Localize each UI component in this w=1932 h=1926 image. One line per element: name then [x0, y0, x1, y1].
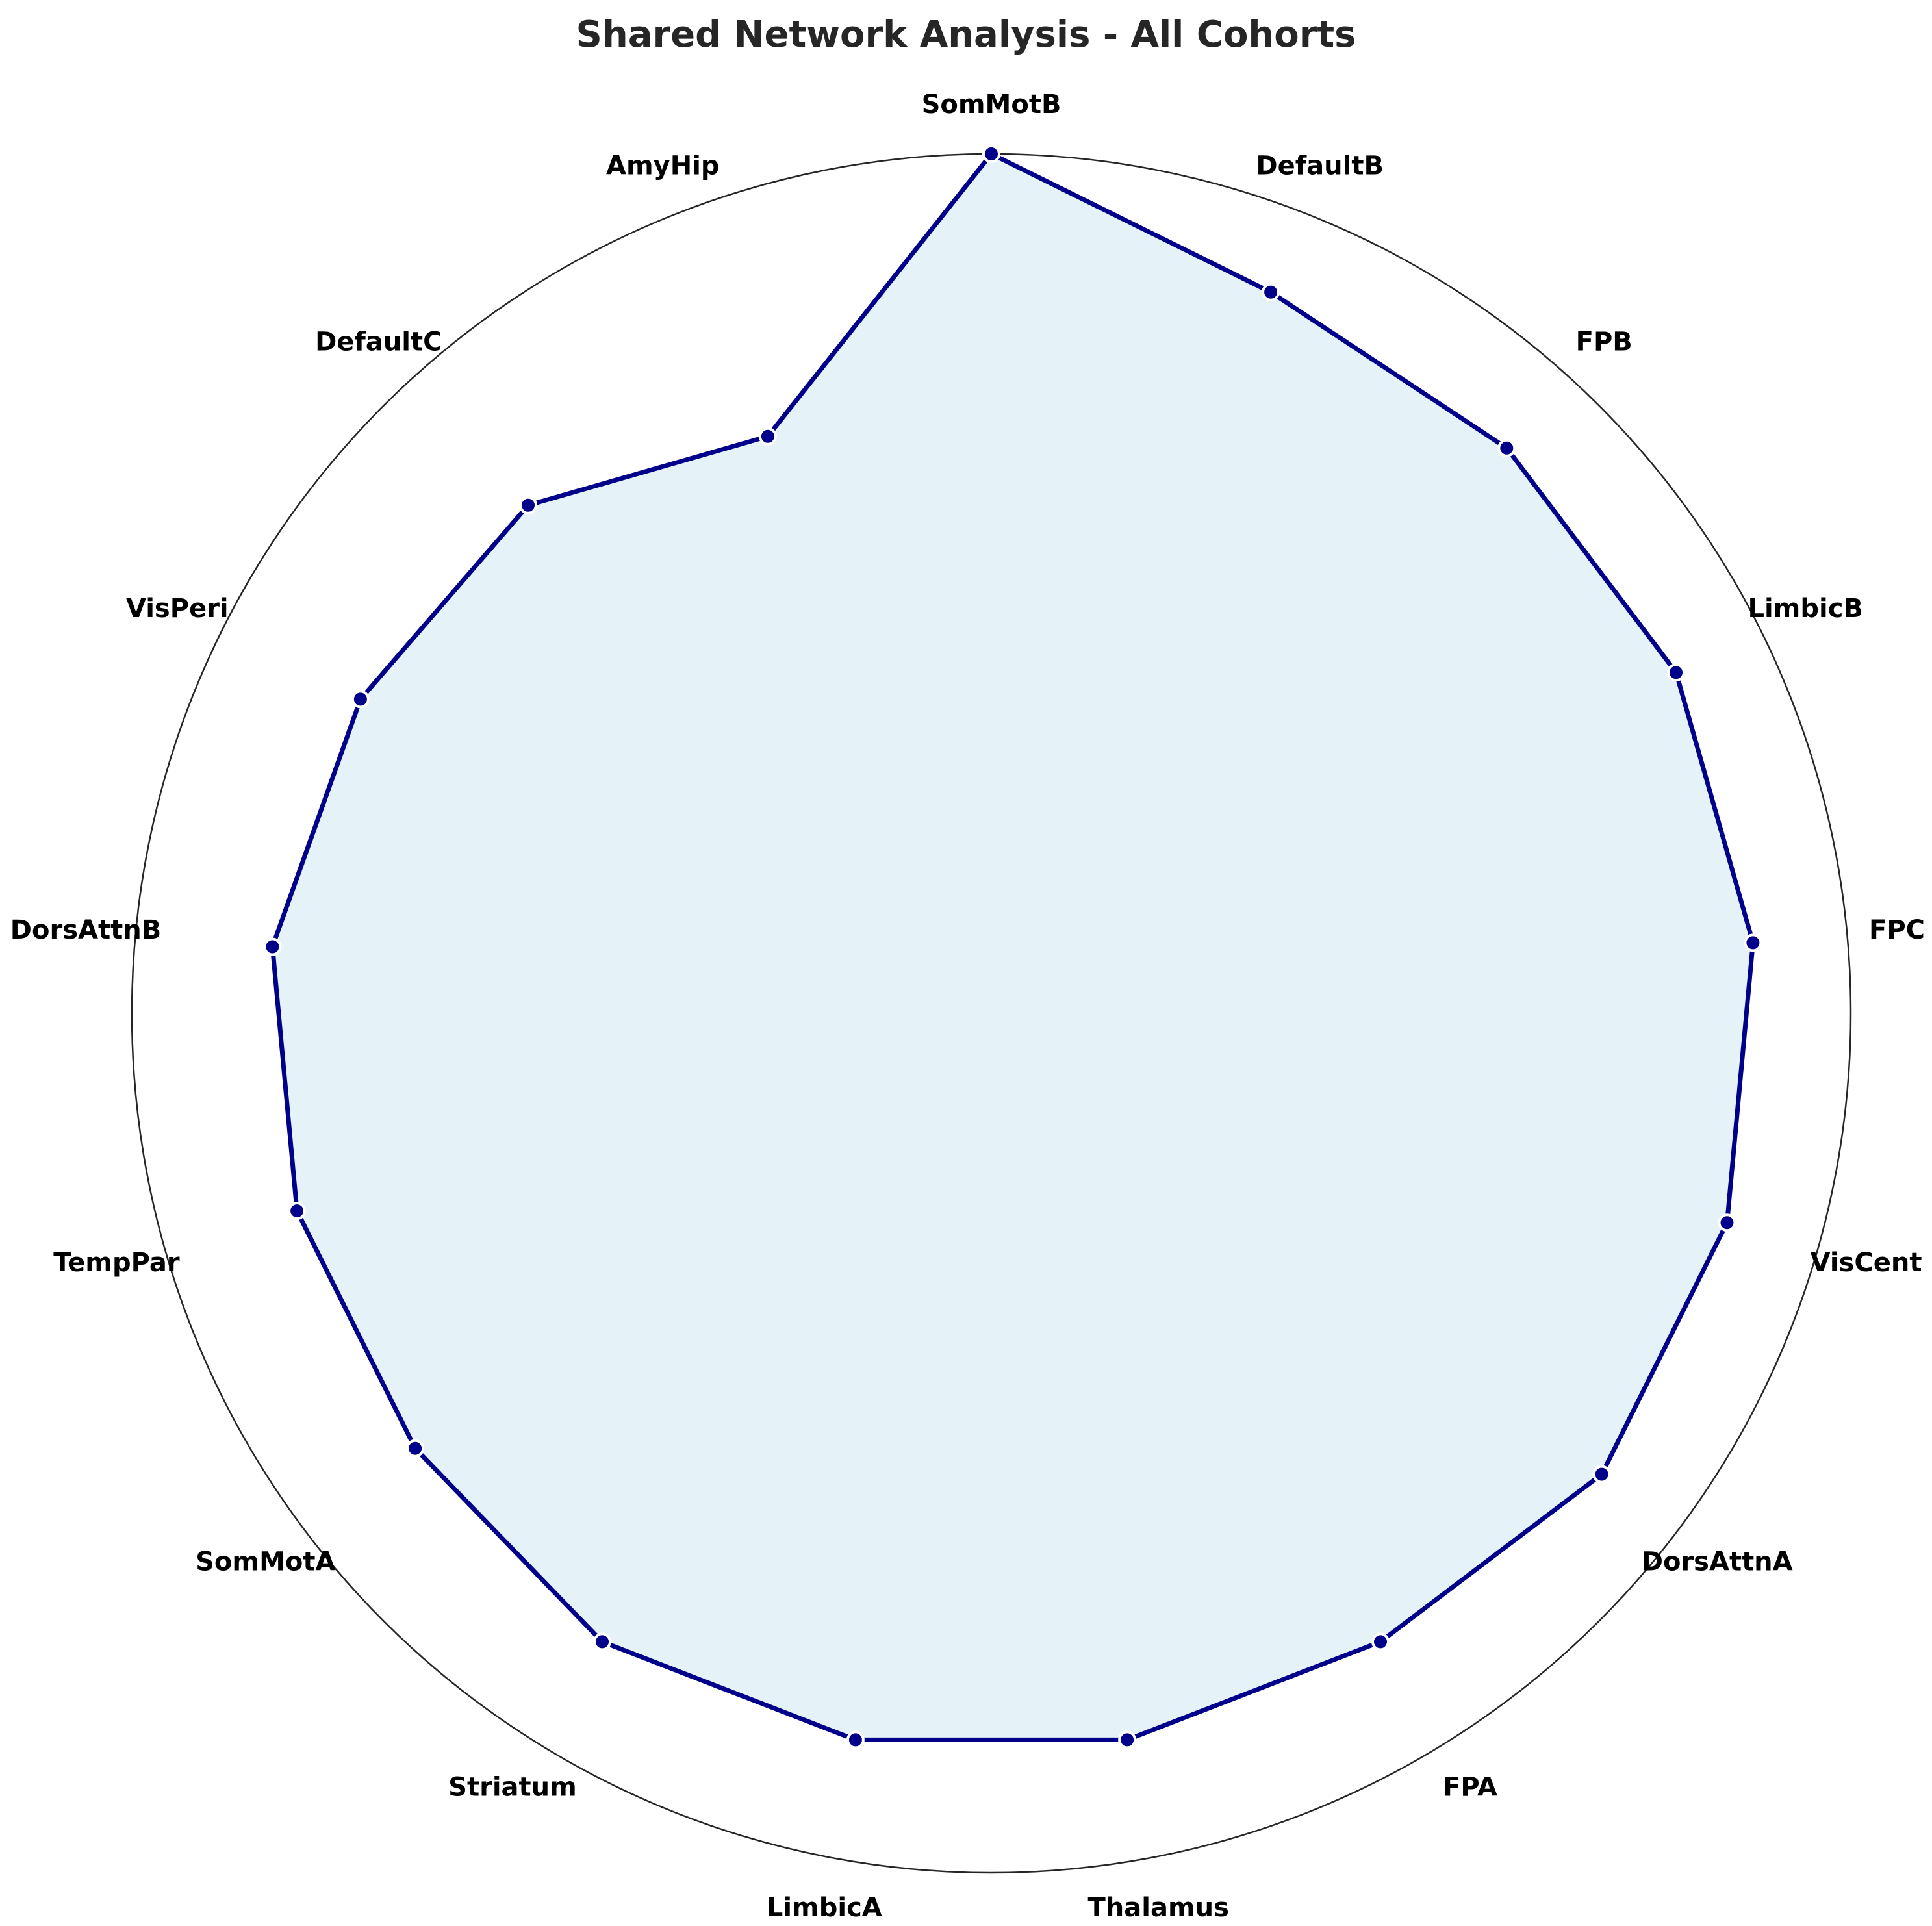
category-label-temppar: TempPar [53, 1248, 180, 1278]
data-point-defaultc [519, 496, 537, 514]
category-label-sommotb: SomMotB [922, 90, 1061, 120]
data-point-limbica [846, 1730, 865, 1749]
category-label-dorsattna: DorsAttnA [1642, 1547, 1793, 1577]
data-point-sommota [406, 1439, 425, 1458]
data-point-viscent [1718, 1213, 1736, 1232]
category-label-defaultc: DefaultC [315, 327, 442, 357]
data-point-limbicb [1667, 663, 1685, 682]
data-point-visperi [351, 690, 370, 709]
category-label-fpb: FPB [1576, 327, 1633, 357]
category-label-striatum: Striatum [448, 1772, 577, 1802]
category-label-fpa: FPA [1443, 1772, 1497, 1802]
category-label-viscent: VisCent [1811, 1248, 1922, 1278]
category-label-sommota: SomMotA [196, 1547, 335, 1577]
category-label-visperi: VisPeri [126, 594, 229, 624]
data-point-fpa [1371, 1632, 1390, 1651]
category-label-fpc: FPC [1869, 915, 1925, 945]
chart-title: Shared Network Analysis - All Cohorts [576, 14, 1356, 56]
category-label-thalamus: Thalamus [1087, 1893, 1228, 1923]
data-point-temppar [288, 1202, 307, 1221]
data-point-striatum [593, 1632, 611, 1651]
data-point-dorsattna [1592, 1465, 1611, 1484]
category-label-dorsattnb: DorsAttnB [10, 915, 161, 945]
data-point-amyhip [758, 427, 777, 446]
category-label-amyhip: AmyHip [606, 151, 720, 181]
data-point-sommotb [982, 145, 1000, 163]
series-area-fill [272, 154, 1753, 1740]
data-point-thalamus [1118, 1730, 1137, 1749]
category-label-limbicb: LimbicB [1748, 594, 1862, 624]
data-point-fpb [1497, 438, 1516, 457]
category-label-defaultb: DefaultB [1256, 151, 1384, 181]
category-label-limbica: LimbicA [767, 1893, 882, 1923]
data-point-fpc [1744, 933, 1762, 952]
series-line [270, 151, 1755, 1742]
plot-area: SomMotB DefaultB FPB LimbicB FPC VisCent DorsA… [10, 90, 1925, 1923]
data-point-defaultb [1262, 283, 1280, 301]
data-point-dorsattnb [263, 937, 282, 956]
